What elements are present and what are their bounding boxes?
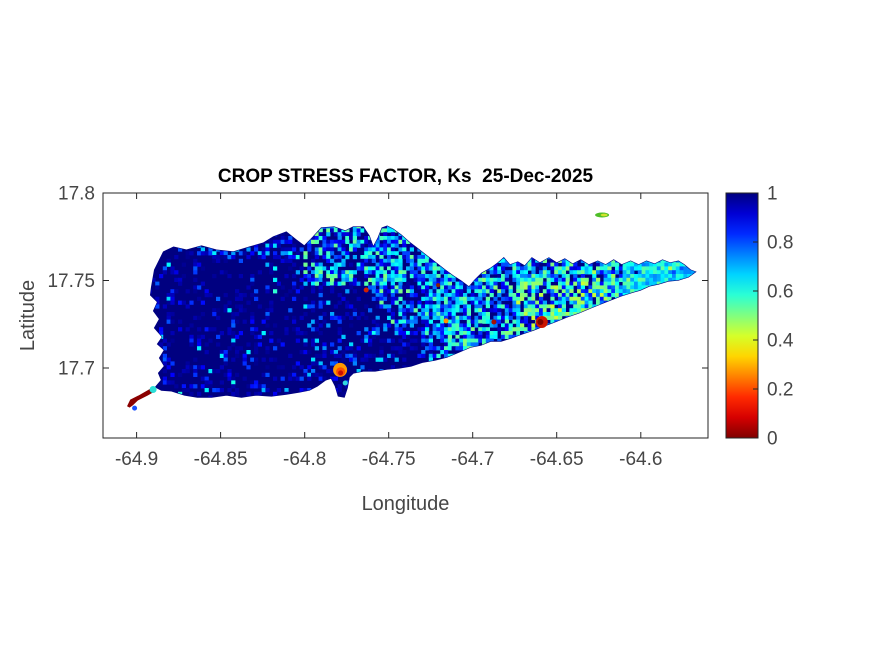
y-axis-label: Latitude xyxy=(17,280,39,351)
mid-red-speck xyxy=(491,319,497,325)
x-tick-label: -64.85 xyxy=(194,449,248,470)
y-tick-label: 17.75 xyxy=(47,271,95,292)
colorbar-tick-label: 0.6 xyxy=(767,282,793,303)
south-shore-spot-core xyxy=(338,370,344,376)
axes: -64.9 -64.85 -64.8 -64.75 -64.7 -64.65 -64.6 17… xyxy=(47,184,709,470)
colorbar: 0 0.2 0.4 0.6 0.8 1 xyxy=(725,184,794,450)
x-tick-label: -64.9 xyxy=(115,449,158,470)
x-tick-label: -64.75 xyxy=(362,449,416,470)
axes-box xyxy=(102,192,709,439)
x-tick-label: -64.8 xyxy=(283,449,326,470)
map-layer xyxy=(127,212,697,411)
y-tick-label: 17.8 xyxy=(58,184,95,205)
south-shore-cyan xyxy=(342,380,348,386)
colorbar-tick-label: 0.2 xyxy=(767,380,793,401)
x-tick-label: -64.6 xyxy=(619,449,662,470)
colorbar-tick-label: 1 xyxy=(767,184,778,205)
colorbar-gradient xyxy=(725,192,759,439)
sandy-point-cyan xyxy=(149,386,157,393)
y-tick-label: 17.7 xyxy=(58,359,95,380)
x-tick-label: -64.7 xyxy=(451,449,494,470)
colorbar-tick-label: 0.8 xyxy=(767,233,793,254)
ne-coast-speck xyxy=(436,283,441,288)
sandy-point-blue-dot xyxy=(132,405,138,411)
hotspots-layer xyxy=(127,212,610,411)
east-coast-spot-core xyxy=(537,319,544,325)
colorbar-tick-label: 0 xyxy=(767,429,778,450)
north-notch-speck xyxy=(363,287,369,293)
mid-orange-speck xyxy=(443,318,449,324)
x-tick-label: -64.65 xyxy=(530,449,584,470)
figure-title: CROP STRESS FACTOR, Ks 25-Dec-2025 xyxy=(218,166,594,187)
x-axis-label: Longitude xyxy=(362,493,450,515)
buck-island-inner xyxy=(600,213,608,217)
colorbar-tick-label: 0.4 xyxy=(767,331,794,352)
